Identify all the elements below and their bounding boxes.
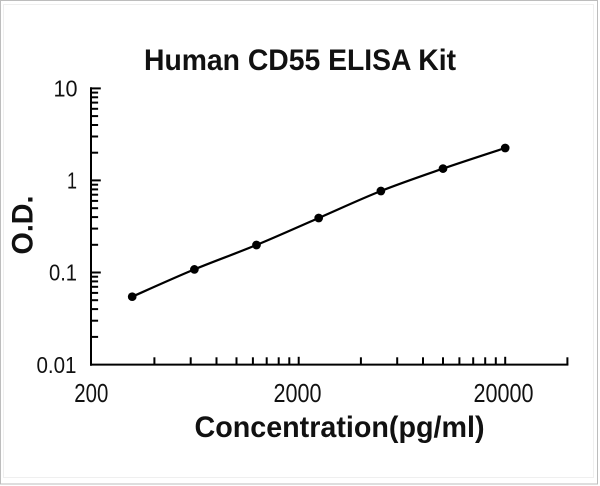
- svg-text:20000: 20000: [474, 378, 534, 408]
- svg-text:200: 200: [74, 378, 108, 408]
- svg-text:0.1: 0.1: [49, 260, 77, 286]
- svg-text:Human CD55 ELISA Kit: Human CD55 ELISA Kit: [144, 44, 456, 77]
- svg-text:Concentration(pg/ml): Concentration(pg/ml): [195, 411, 485, 444]
- svg-text:2000: 2000: [274, 378, 322, 408]
- svg-text:O.D.: O.D.: [7, 196, 40, 255]
- svg-text:10: 10: [54, 76, 78, 102]
- svg-text:0.01: 0.01: [37, 352, 77, 378]
- svg-text:1: 1: [67, 168, 77, 194]
